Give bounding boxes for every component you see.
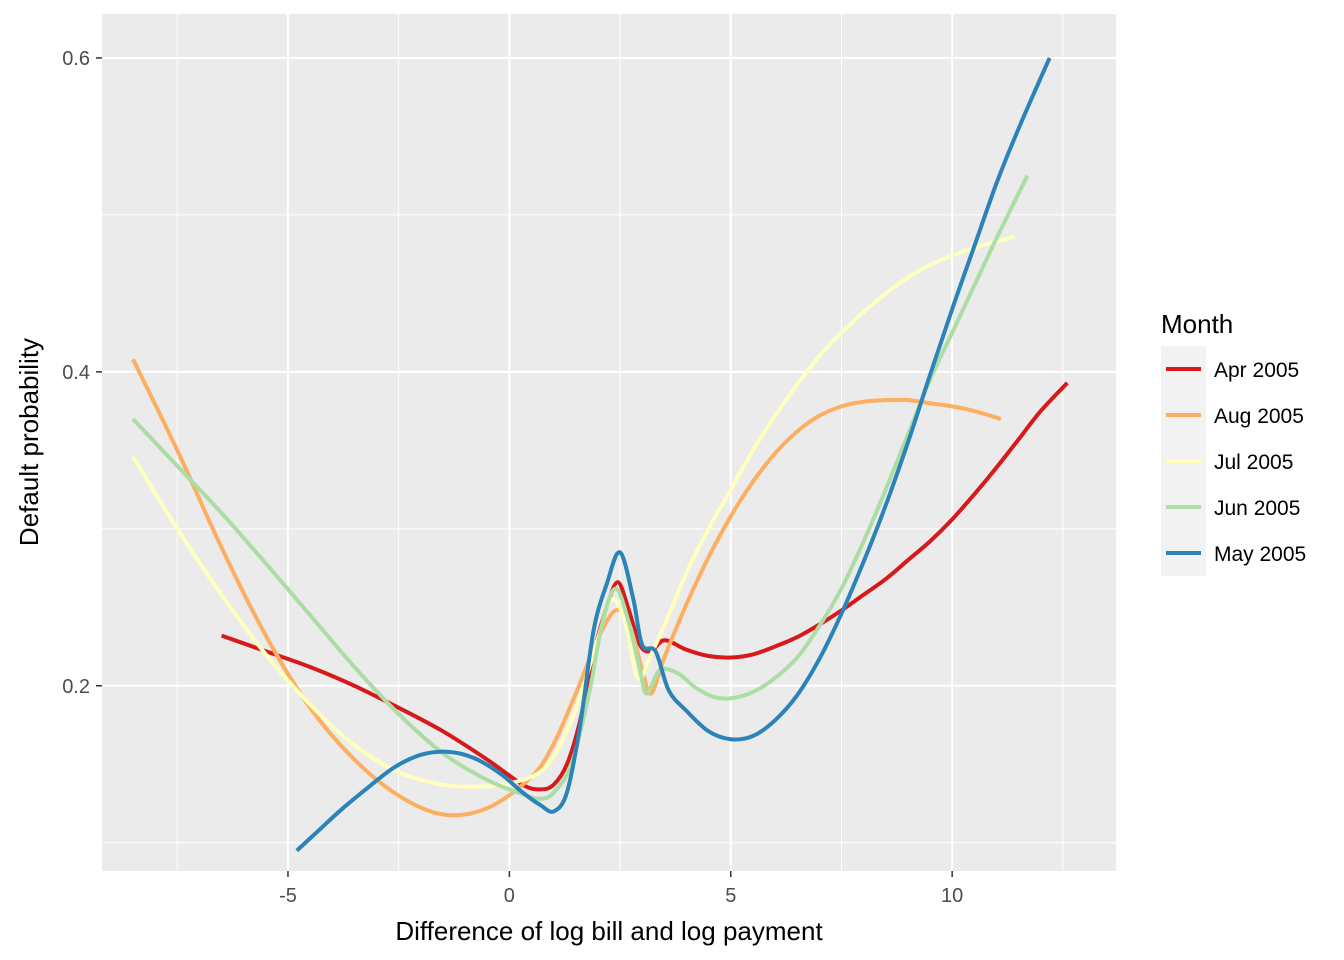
y-tick-label: 0.2 [62,676,90,698]
legend-label-may-2005: May 2005 [1214,543,1306,566]
x-tick-label: 5 [725,885,736,907]
x-tick-label: 10 [941,885,963,907]
x-axis-title: Difference of log bill and log payment [395,916,823,946]
legend: Month Apr 2005 Aug 2005 Jul 2005 Jun 2005 Ma… [1161,309,1306,576]
major-gridlines [102,14,1116,871]
y-tick-label: 0.4 [62,362,90,384]
series-line-aug-2005 [131,358,1002,818]
minor-gridlines [102,14,1116,871]
plot-panel [102,14,1116,871]
legend-label-apr-2005: Apr 2005 [1214,359,1299,382]
x-axis: -5 0 5 10 [279,871,963,907]
series-line-may-2005 [295,57,1052,853]
y-axis: 0.2 0.4 0.6 [62,48,102,698]
series-line-apr-2005 [220,381,1069,792]
series-line-jun-2005 [131,174,1030,801]
legend-label-aug-2005: Aug 2005 [1214,405,1304,428]
x-tick-label: -5 [279,885,297,907]
y-tick-label: 0.6 [62,48,90,70]
legend-label-jul-2005: Jul 2005 [1214,451,1293,474]
legend-label-jun-2005: Jun 2005 [1214,497,1300,520]
x-tick-label: 0 [504,885,515,907]
legend-title: Month [1161,309,1233,339]
series-lines [131,57,1069,853]
y-axis-title: Default probability [14,338,44,546]
